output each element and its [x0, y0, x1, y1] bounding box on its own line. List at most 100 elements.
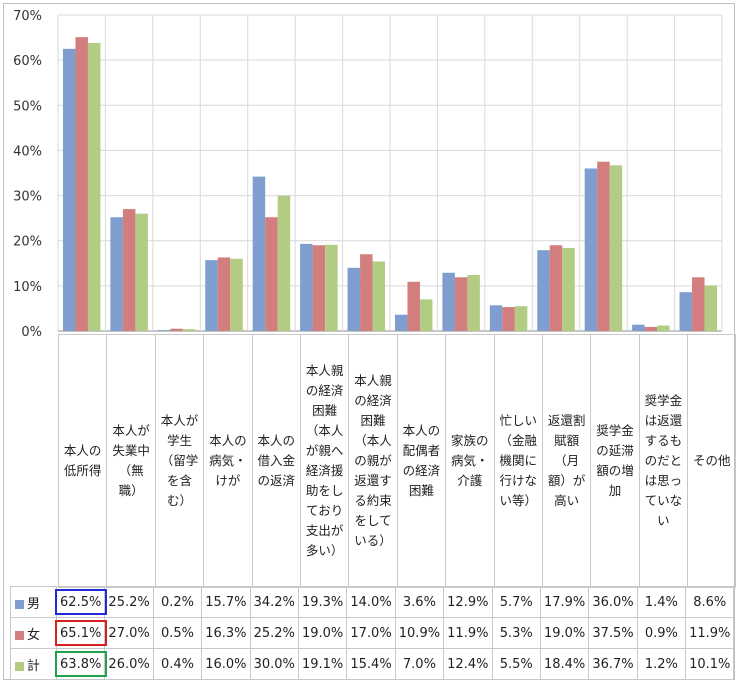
data-label: 36.7% [588, 648, 638, 680]
bar-計 [372, 261, 386, 331]
data-label: 14.0% [346, 586, 396, 618]
bar-計 [609, 165, 623, 331]
data-label: 10.9% [394, 617, 445, 649]
data-label: 5.3% [491, 617, 541, 649]
data-table: 男 62.5% 25.2% 0.2% 15.7% 34.2% 19.3% 14.0% 3.6% 1… [10, 586, 735, 680]
data-label: 36.0% [588, 586, 638, 618]
bar-男 [205, 260, 218, 331]
data-label: 17.0% [346, 617, 396, 649]
category-label: 返還割賦額（月額）が高い [541, 334, 592, 588]
legend-swatch [15, 630, 24, 640]
bar-女 [170, 328, 183, 331]
data-label: 11.9% [685, 617, 735, 649]
data-label: 16.0% [201, 648, 251, 680]
legend-label: 女 [27, 627, 41, 643]
gridlines [57, 14, 723, 332]
bar-女 [454, 277, 468, 331]
category-label: 本人の病気・けが [203, 334, 253, 588]
y-tick-label: 30% [13, 190, 42, 205]
data-label: 25.2% [249, 617, 299, 649]
data-label: 0.4% [152, 648, 203, 680]
bar-計 [182, 329, 196, 331]
bar-男 [489, 305, 503, 331]
bars [62, 37, 718, 332]
data-label: 19.0% [297, 617, 348, 649]
bar-女 [217, 257, 231, 331]
bar-女 [597, 161, 610, 331]
y-tick-label: 0% [21, 325, 42, 340]
bar-男 [584, 168, 598, 331]
bar-計 [135, 213, 148, 331]
category-label: その他 [687, 334, 737, 588]
category-label: 奨学金の延滞額の増加 [590, 334, 640, 588]
bar-計 [514, 306, 528, 331]
data-label: 0.5% [152, 617, 203, 649]
bar-計 [87, 42, 101, 331]
bar-男 [679, 292, 693, 331]
data-label: 5.5% [491, 648, 541, 680]
bar-男 [110, 217, 123, 331]
bar-男 [157, 330, 171, 331]
legend-entry: 男 [10, 586, 57, 618]
data-label: 0.9% [636, 617, 687, 649]
y-tick-label: 60% [13, 54, 42, 69]
data-label: 1.4% [636, 586, 687, 618]
bar-男 [252, 176, 266, 331]
legend-label: 計 [27, 658, 41, 674]
data-label: 30.0% [249, 648, 299, 680]
y-tick-label: 50% [13, 99, 42, 114]
category-label: 本人の低所得 [57, 334, 108, 588]
bar-男 [394, 314, 408, 331]
data-label: 18.4% [539, 648, 590, 680]
bar-女 [644, 326, 658, 331]
bar-男 [442, 272, 455, 331]
category-label: 本人が学生（留学を含む） [154, 334, 205, 588]
data-label: 11.9% [443, 617, 493, 649]
bar-計 [562, 247, 575, 331]
bar-計 [325, 244, 338, 331]
legend-swatch [15, 599, 24, 609]
data-label: 8.6% [685, 586, 735, 618]
data-label: 1.2% [636, 648, 687, 680]
category-label: 奨学金は返還するものだとは思っていない [638, 334, 689, 588]
data-label: 15.4% [346, 648, 396, 680]
y-tick-label: 10% [13, 280, 42, 295]
y-axis-ticks: 0% 10% 20% 30% 40% 50% 60% 70% [13, 9, 42, 340]
data-label: 27.0% [104, 617, 154, 649]
data-label: 5.7% [491, 586, 541, 618]
bar-女 [360, 254, 373, 331]
bar-女 [122, 209, 136, 331]
bar-計 [657, 325, 670, 331]
legend-entry: 女 [10, 617, 57, 649]
data-label: 12.9% [443, 586, 493, 618]
data-label: 37.5% [588, 617, 638, 649]
series-row: 男 62.5% 25.2% 0.2% 15.7% 34.2% 19.3% 14.0% 3.6% 1… [10, 586, 735, 618]
data-label: 10.1% [685, 648, 735, 680]
legend-entry: 計 [10, 648, 57, 680]
data-label: 19.1% [297, 648, 348, 680]
data-label: 7.0% [394, 648, 445, 680]
data-label: 17.9% [539, 586, 590, 618]
data-label: 3.6% [394, 586, 445, 618]
data-label: 65.1% [55, 617, 106, 649]
data-label: 16.3% [201, 617, 251, 649]
bar-女 [75, 37, 88, 332]
bar-計 [467, 275, 480, 331]
data-label: 63.8% [55, 648, 106, 680]
bar-女 [502, 307, 515, 331]
series-row: 計 63.8% 26.0% 0.4% 16.0% 30.0% 19.1% 15.4% 7.0% 1… [10, 648, 735, 680]
y-tick-label: 40% [13, 144, 42, 159]
bar-男 [537, 250, 550, 331]
data-label: 0.2% [152, 586, 203, 618]
bar-計 [704, 285, 718, 331]
category-label: 本人の借入金の返済 [251, 334, 301, 588]
data-label: 19.0% [539, 617, 590, 649]
category-label: 本人が失業中（無職） [106, 334, 156, 588]
data-label: 15.7% [201, 586, 251, 618]
bar-女 [312, 245, 326, 331]
bar-計 [230, 258, 243, 331]
data-label: 25.2% [104, 586, 154, 618]
bar-女 [549, 245, 563, 331]
data-label: 62.5% [55, 586, 106, 618]
